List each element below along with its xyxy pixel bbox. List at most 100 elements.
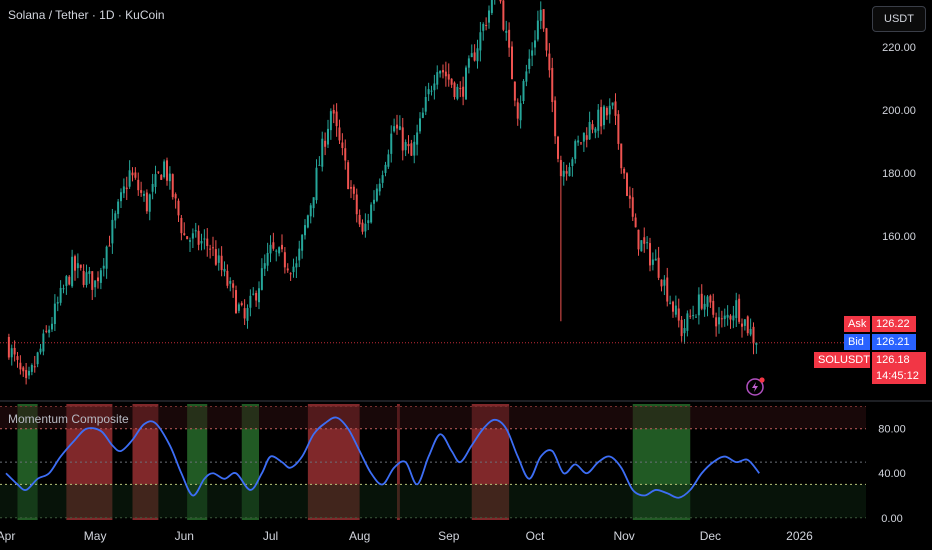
candle-body [88,271,91,274]
candle-body [476,48,479,62]
candle-body [631,197,634,217]
candle-body [128,170,131,187]
candle-body [373,199,375,204]
candle-body [499,0,502,2]
candle-body [13,347,16,355]
candle-body [542,9,545,29]
indicator-title[interactable]: Momentum Composite [8,412,129,426]
symbol-title[interactable]: Solana / Tether · 1D · KuCoin [8,8,165,22]
candle-body [643,237,646,244]
candle-body [577,140,580,143]
candle-body [68,276,71,285]
candle-body [436,72,439,85]
candle-body [332,110,335,114]
candle-body [272,242,275,249]
candle-body [22,367,25,372]
candle-body [473,52,476,61]
candle-body [105,246,108,269]
candle-body [229,280,232,284]
candle-body [361,222,364,232]
bid-label: Bid [844,334,870,350]
candle-body [568,167,571,177]
candle-body [531,50,534,56]
candle-body [111,219,114,244]
candle-body [226,270,229,286]
candle-body [329,111,332,131]
candle-body [723,315,726,320]
candle-body [715,317,718,327]
time-axis-label: Oct [526,529,545,543]
candle-body [511,46,513,80]
candle-body [143,193,145,196]
candle-body [692,315,695,317]
bid-value: 126.21 [872,334,916,350]
candle-body [502,0,505,30]
candle-body [686,313,689,331]
candle-body [197,230,200,245]
candle-body [752,326,755,344]
candle-body [378,183,381,192]
candle-body [321,138,324,167]
candle-body [479,32,482,51]
price-axis-label: 180.00 [882,168,916,180]
candle-body [114,213,117,221]
candle-body [183,233,186,235]
candle-body [56,302,59,304]
candle-body [364,223,367,232]
candle-body [433,83,436,91]
candle-body [102,265,105,269]
candle-body [335,111,338,127]
time-axis-label: Sep [438,529,460,543]
candle-body [25,370,28,379]
candle-body [263,263,266,269]
candle-body [180,217,183,234]
price-axis-label: 220.00 [882,42,916,54]
candle-body [151,183,154,192]
candle-body [258,288,260,303]
candle-body [309,205,312,217]
candle-body [580,142,582,144]
candle-body [456,86,459,99]
candle-body [700,293,703,309]
candle-body [735,300,738,319]
candle-body [660,279,663,287]
candle-body [467,58,470,68]
time-axis-label: Jul [263,529,278,543]
candle-body [669,302,672,304]
candle-body [45,330,48,332]
candle-body [286,268,289,271]
candle-body [738,298,741,322]
candle-body [99,270,102,283]
candle-body [381,175,384,183]
candle-body [341,142,344,149]
candle-body [154,174,157,187]
candle-body [166,160,168,181]
candle-body [651,259,654,265]
candle-body [206,238,209,246]
candle-body [729,315,732,320]
price-axis-label: 160.00 [882,231,916,243]
candle-body [189,240,191,242]
candle-body [746,316,749,334]
candle-body [637,229,640,250]
candle-body [416,132,419,145]
candle-body [640,240,643,252]
candle-body [470,53,473,58]
candle-body [442,70,444,73]
candle-body [260,268,263,290]
candle-body [623,168,626,174]
ask-value: 126.22 [872,316,916,332]
flash-icon[interactable] [752,382,758,392]
time-axis-label: Aug [349,529,370,543]
candle-body [140,190,143,193]
candle-body [482,24,485,31]
candle-body [76,263,79,269]
candle-body [617,114,620,144]
candle-body [131,172,134,176]
flash-icon-ring[interactable] [746,378,764,396]
currency-button[interactable]: USDT [872,6,926,32]
countdown-timer: 14:45:12 [872,368,926,384]
candle-body [306,215,309,228]
candle-body [407,144,410,147]
